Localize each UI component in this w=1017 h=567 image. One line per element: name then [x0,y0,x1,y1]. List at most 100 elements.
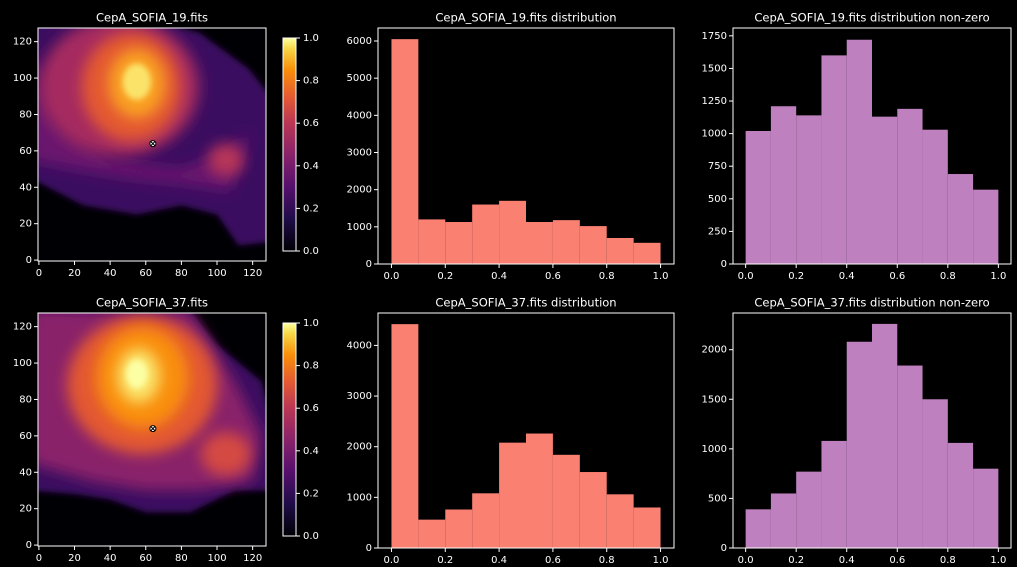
colorbar-tick-label: 0.2 [303,203,319,214]
x-tick-label: 40 [104,268,117,279]
bar [897,109,922,264]
x-tick-label: 100 [207,268,226,279]
panel: CepA_SOFIA_19.fits distribution non-zero… [702,11,1011,283]
panel: CepA_SOFIA_37.fits distribution non-zero… [702,296,1011,567]
x-tick-label: 120 [243,268,262,279]
bar [553,220,580,264]
bar [948,443,973,548]
x-tick-label: 0.2 [437,555,453,566]
bar [746,509,771,548]
y-tick-label: 0 [366,543,372,554]
bar [897,366,922,548]
y-tick-label: 3000 [347,391,372,402]
x-tick-label: 0.8 [599,271,615,282]
bar [872,117,897,264]
panel-title: CepA_SOFIA_19.fits distribution non-zero [754,11,989,25]
x-tick-label: 0.0 [738,271,754,282]
y-tick-label: 4000 [347,340,372,351]
bar [580,472,607,548]
x-tick-label: 0.4 [491,271,507,282]
colorbar-tick-label: 0.2 [303,488,319,499]
bar [973,190,998,264]
y-tick-label: 4000 [347,110,372,121]
x-tick-label: 0.6 [889,271,905,282]
y-tick-label: 5000 [347,73,372,84]
panel-title: CepA_SOFIA_37.fits [96,296,208,310]
x-tick-label: 80 [175,268,188,279]
bar [391,39,418,264]
x-tick-label: 0.8 [940,271,956,282]
bar [872,324,897,548]
colorbar-tick-label: 0.8 [303,76,319,87]
y-tick-label: 500 [708,194,727,205]
bar [445,510,472,548]
bar [847,40,872,264]
bar [821,441,846,548]
bar [499,201,526,264]
x-tick-label: 0.2 [437,271,453,282]
x-tick-label: 80 [175,553,188,564]
y-tick-label: 1000 [702,129,727,140]
colorbar-tick-label: 0.8 [303,361,319,372]
bar [607,238,634,264]
colorbar-tick-label: 0.6 [303,403,319,414]
x-tick-label: 20 [68,553,81,564]
bar [746,131,771,264]
y-tick-label: 1000 [347,222,372,233]
y-tick-label: 60 [19,146,32,157]
bar [771,106,796,264]
bar [634,243,661,264]
image [30,299,270,546]
x-tick-label: 20 [68,268,81,279]
colorbar-tick-label: 1.0 [303,33,319,44]
bar [847,342,872,548]
panel-title: CepA_SOFIA_37.fits distribution non-zero [754,296,989,310]
y-tick-label: 0 [721,259,727,270]
y-tick-label: 80 [19,394,32,405]
image-region [208,144,244,177]
y-tick-label: 120 [13,37,32,48]
bar [796,472,821,548]
bar [445,222,472,264]
bar [472,205,499,264]
image-region [126,359,147,388]
bar [607,494,634,548]
bar [418,219,445,264]
y-tick-label: 40 [19,467,32,478]
bar [526,434,553,548]
y-tick-label: 2000 [347,442,372,453]
image-region [201,432,251,476]
x-tick-label: 0.6 [545,271,561,282]
x-tick-label: 0.8 [940,555,956,566]
colorbar-tick-label: 0.6 [303,118,319,129]
x-tick-label: 60 [139,553,152,564]
bar [499,443,526,548]
bar [796,115,821,264]
x-tick-label: 40 [104,553,117,564]
x-tick-label: 0.0 [738,555,754,566]
x-tick-label: 100 [207,553,226,564]
bar [923,399,948,548]
x-tick-label: 0.2 [788,271,804,282]
x-tick-label: 0 [36,268,42,279]
y-tick-label: 120 [13,322,32,333]
x-tick-label: 1.0 [990,271,1006,282]
x-tick-label: 0 [36,553,42,564]
colorbar [283,323,296,536]
bar [418,520,445,548]
colorbar-tick-label: 0.0 [303,246,319,257]
x-tick-label: 1.0 [653,271,669,282]
colorbar [283,38,296,251]
image-region [123,63,152,99]
x-tick-label: 0.4 [839,271,855,282]
bar [821,55,846,264]
colorbar-tick-label: 0.0 [303,531,319,542]
x-tick-label: 1.0 [653,555,669,566]
y-tick-label: 0 [721,543,727,554]
y-tick-label: 3000 [347,148,372,159]
y-tick-label: 1000 [702,444,727,455]
y-tick-label: 100 [13,358,32,369]
y-tick-label: 250 [708,226,727,237]
